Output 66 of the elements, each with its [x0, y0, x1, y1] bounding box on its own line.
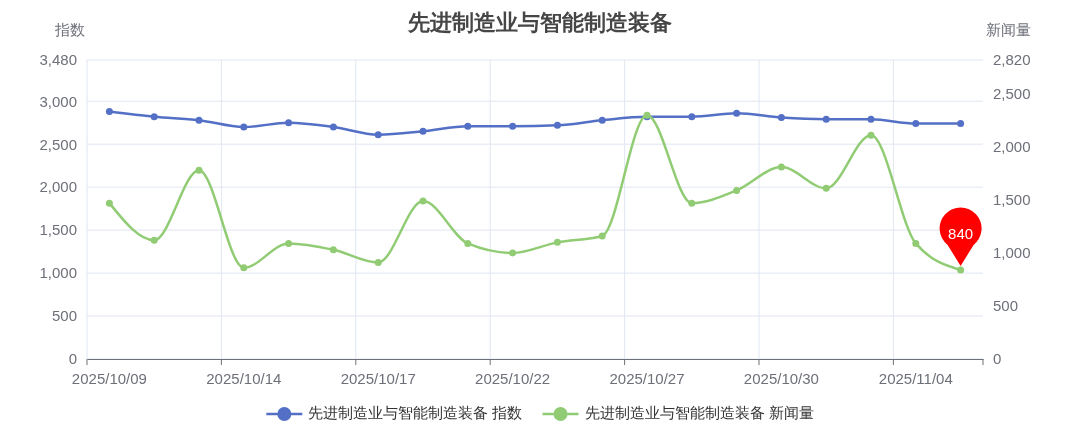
y2-tick-label: 0: [993, 350, 1002, 368]
point: [777, 163, 785, 171]
x-tick-label: 2025/10/14: [206, 369, 282, 387]
point: [777, 114, 785, 122]
x-tick-label: 2025/10/09: [71, 369, 147, 387]
y-tick-label: 1,000: [39, 264, 77, 282]
point: [374, 259, 382, 267]
chart-title: 先进制造业与智能制造装备: [407, 10, 672, 35]
point: [105, 108, 113, 116]
point: [733, 109, 741, 117]
y-tick-label: 1,500: [39, 221, 77, 239]
point: [195, 116, 203, 124]
point: [867, 131, 875, 139]
point: [957, 120, 965, 128]
point: [419, 197, 427, 205]
y2-tick-label: 500: [993, 297, 1019, 315]
y2-tick-label: 2,000: [993, 138, 1031, 156]
point: [329, 246, 337, 254]
point: [688, 113, 696, 121]
point: [912, 239, 920, 247]
point: [464, 122, 472, 130]
point: [822, 184, 830, 192]
point: [374, 131, 382, 139]
point: [240, 264, 248, 272]
point: [240, 123, 248, 131]
point: [553, 238, 561, 246]
point: [285, 239, 293, 247]
point: [329, 123, 337, 131]
y-tick-label: 3,000: [39, 92, 77, 110]
point: [419, 127, 427, 135]
x-tick-label: 2025/10/30: [743, 369, 819, 387]
point: [688, 199, 696, 207]
point: [733, 186, 741, 194]
point: [105, 199, 113, 207]
y-tick-label: 500: [51, 307, 77, 325]
x-tick-label: 2025/11/04: [878, 369, 953, 387]
point: [912, 120, 920, 128]
y-tick-label: 3,480: [39, 51, 77, 69]
point: [598, 116, 606, 124]
y2-tick-label: 1,000: [993, 244, 1031, 262]
point: [285, 119, 293, 127]
point: [867, 115, 875, 123]
y-tick-label: 0: [68, 350, 77, 368]
x-tick-label: 2025/10/22: [475, 369, 551, 387]
point: [509, 122, 517, 130]
y-tick-label: 2,000: [39, 178, 77, 196]
y2-tick-label: 2,500: [993, 85, 1031, 103]
point: [957, 266, 965, 274]
data-label: 840: [948, 224, 974, 242]
point: [195, 166, 203, 174]
y2-axis-title: 新闻量: [985, 21, 1031, 38]
point: [150, 236, 158, 244]
legend-label: 先进制造业与智能制造装备 指数: [308, 403, 523, 421]
legend-label: 先进制造业与智能制造装备 新闻量: [584, 403, 814, 421]
y2-tick-label: 2,820: [993, 51, 1031, 69]
x-tick-label: 2025/10/17: [340, 369, 416, 387]
y-axis-title: 指数: [54, 21, 85, 38]
point: [509, 249, 517, 257]
point: [598, 232, 606, 240]
point: [150, 113, 158, 121]
point: [553, 121, 561, 129]
y2-tick-label: 1,500: [993, 191, 1031, 209]
y-tick-label: 2,500: [39, 135, 77, 153]
point: [822, 115, 830, 123]
point: [464, 239, 472, 247]
x-tick-label: 2025/10/27: [609, 369, 685, 387]
